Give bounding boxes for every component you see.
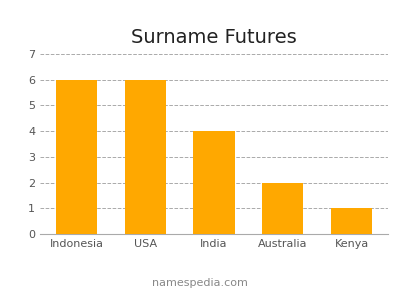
Bar xyxy=(124,80,166,234)
Title: Surname Futures: Surname Futures xyxy=(131,28,297,47)
Bar xyxy=(193,131,235,234)
Bar xyxy=(331,208,372,234)
Bar xyxy=(56,80,97,234)
Text: namespedia.com: namespedia.com xyxy=(152,278,248,288)
Bar xyxy=(262,183,304,234)
